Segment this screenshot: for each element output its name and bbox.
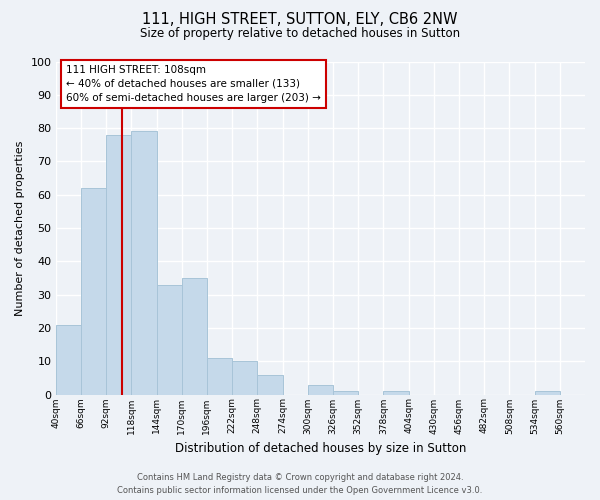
Text: 111 HIGH STREET: 108sqm
← 40% of detached houses are smaller (133)
60% of semi-d: 111 HIGH STREET: 108sqm ← 40% of detache… [67, 65, 321, 103]
Bar [333, 391, 358, 394]
Text: Contains HM Land Registry data © Crown copyright and database right 2024.
Contai: Contains HM Land Registry data © Crown c… [118, 474, 482, 495]
Bar [308, 384, 333, 394]
Bar [182, 278, 207, 394]
Bar [232, 361, 257, 394]
Bar [81, 188, 106, 394]
Bar [157, 284, 182, 395]
Bar [535, 391, 560, 394]
Bar [56, 324, 81, 394]
Text: 111, HIGH STREET, SUTTON, ELY, CB6 2NW: 111, HIGH STREET, SUTTON, ELY, CB6 2NW [142, 12, 458, 28]
Bar [257, 374, 283, 394]
Bar [131, 132, 157, 394]
Bar [207, 358, 232, 395]
Text: Size of property relative to detached houses in Sutton: Size of property relative to detached ho… [140, 28, 460, 40]
Y-axis label: Number of detached properties: Number of detached properties [15, 140, 25, 316]
Bar [383, 391, 409, 394]
Bar [106, 135, 131, 394]
X-axis label: Distribution of detached houses by size in Sutton: Distribution of detached houses by size … [175, 442, 466, 455]
